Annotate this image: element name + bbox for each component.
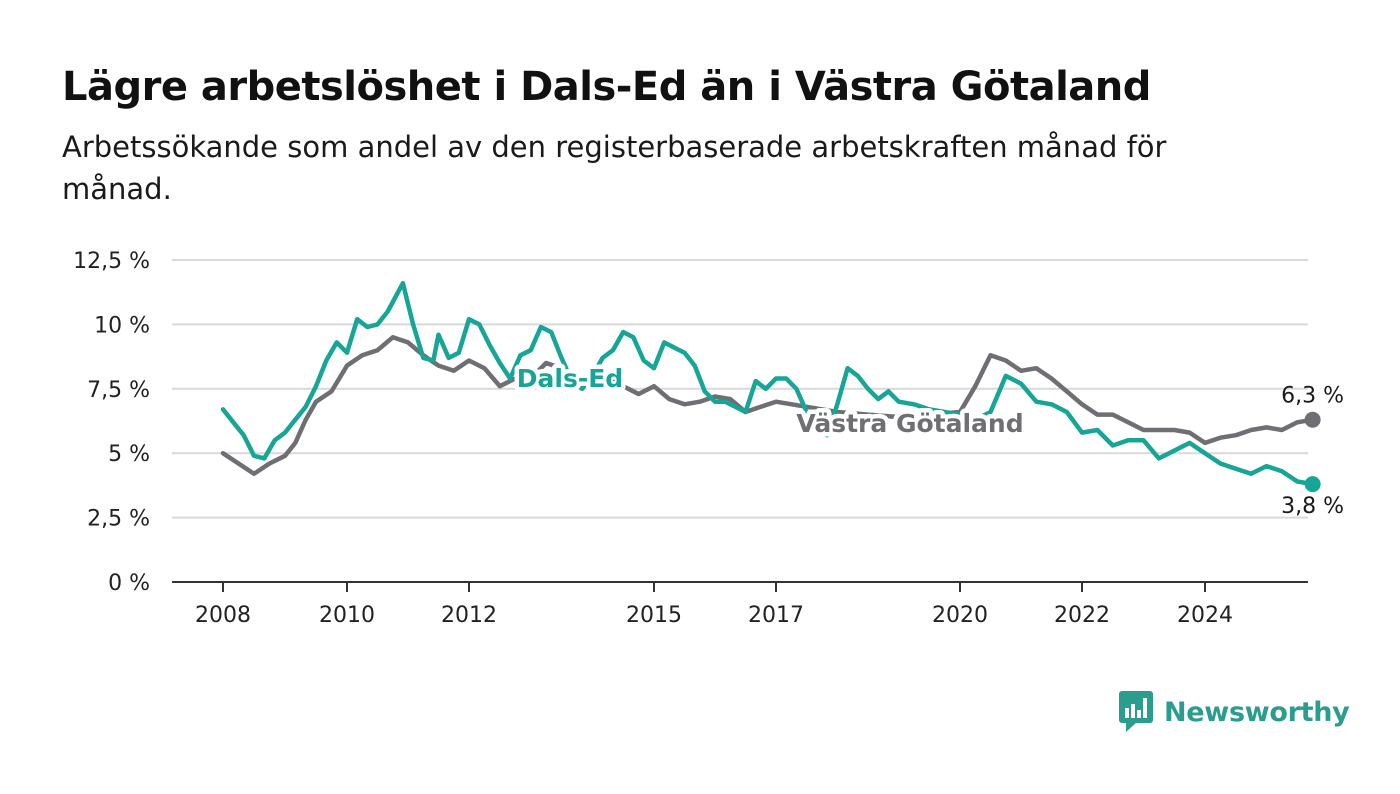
y-tick-label: 7,5 % xyxy=(87,378,150,403)
series-line-v-stra-g-taland xyxy=(220,335,1315,477)
x-tick-label: 2012 xyxy=(441,603,497,628)
x-tick-label: 2020 xyxy=(932,603,988,628)
y-tick-label: 5 % xyxy=(108,442,150,467)
series-line-dals-ed xyxy=(220,280,1315,487)
x-tick-label: 2008 xyxy=(195,603,251,628)
x-tick-label: 2024 xyxy=(1177,603,1233,628)
chart-title: Lägre arbetslöshet i Dals-Ed än i Västra… xyxy=(62,64,1151,110)
x-tick-label: 2017 xyxy=(748,603,804,628)
x-tick-label: 2015 xyxy=(626,603,682,628)
newsworthy-logo-icon xyxy=(1119,691,1153,732)
y-tick-label: 2,5 % xyxy=(87,507,150,532)
y-tick-label: 10 % xyxy=(94,313,150,338)
x-tick-label: 2010 xyxy=(319,603,375,628)
x-tick-label: 2022 xyxy=(1054,603,1110,628)
y-tick-label: 0 % xyxy=(108,571,150,596)
series-end-point xyxy=(1304,411,1321,428)
y-tick-label: 12,5 % xyxy=(73,249,150,274)
end-value-label: 3,8 % xyxy=(1281,494,1344,519)
brand-name: Newsworthy xyxy=(1164,696,1350,728)
end-value-label: 6,3 % xyxy=(1281,384,1344,409)
chart-subtitle: Arbetssökande som andel av den registerb… xyxy=(62,130,1167,206)
brand-logo: Newsworthy xyxy=(1118,690,1350,734)
series-label: Västra Götaland xyxy=(796,409,1023,438)
series-label: Dals-Ed xyxy=(517,364,623,393)
series-end-point xyxy=(1304,476,1321,493)
